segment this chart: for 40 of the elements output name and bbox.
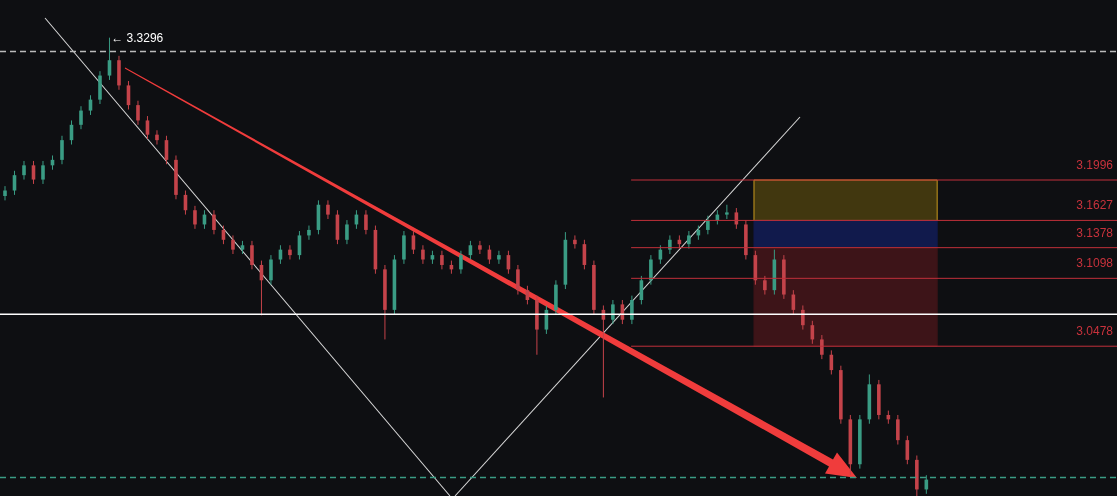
candlestick (611, 299, 615, 325)
candlestick (41, 160, 45, 185)
candlestick (478, 240, 482, 255)
candlestick (573, 234, 577, 250)
candlestick (155, 129, 159, 146)
ref-line-label: 3.1627 (1076, 198, 1114, 213)
ref-line-label: 3.1996 (1076, 158, 1114, 173)
candlestick (288, 244, 292, 260)
candlestick (193, 205, 197, 230)
candlestick (706, 215, 710, 235)
candlestick (307, 225, 311, 241)
candlestick (421, 244, 425, 265)
candlestick (516, 264, 520, 296)
candlestick (896, 414, 900, 446)
ref-line-label: 3.0478 (1076, 324, 1114, 339)
candlestick (231, 234, 235, 255)
candlestick (345, 219, 349, 245)
candlestick (22, 160, 26, 181)
candlestick (820, 334, 824, 360)
candlestick (763, 275, 767, 296)
annotation: ← 3.3296 (111, 30, 164, 45)
candlestick (725, 204, 729, 220)
candlestick (136, 100, 140, 126)
candlestick (326, 199, 330, 220)
candlestick (497, 250, 501, 265)
candlestick (440, 250, 444, 270)
ref-line-label: 3.1098 (1076, 256, 1114, 271)
candlestick (3, 185, 7, 201)
candlestick (630, 295, 634, 325)
candlestick (364, 209, 368, 235)
candlestick (459, 250, 463, 275)
ref-line-label: 3.1378 (1076, 225, 1114, 240)
candlestick (269, 254, 273, 286)
candlestick (79, 105, 83, 130)
candlestick (212, 209, 216, 235)
candlestick (668, 234, 672, 255)
candlestick (60, 135, 64, 165)
candlestick (649, 254, 653, 286)
candlestick (250, 240, 254, 270)
candlestick (801, 304, 805, 331)
